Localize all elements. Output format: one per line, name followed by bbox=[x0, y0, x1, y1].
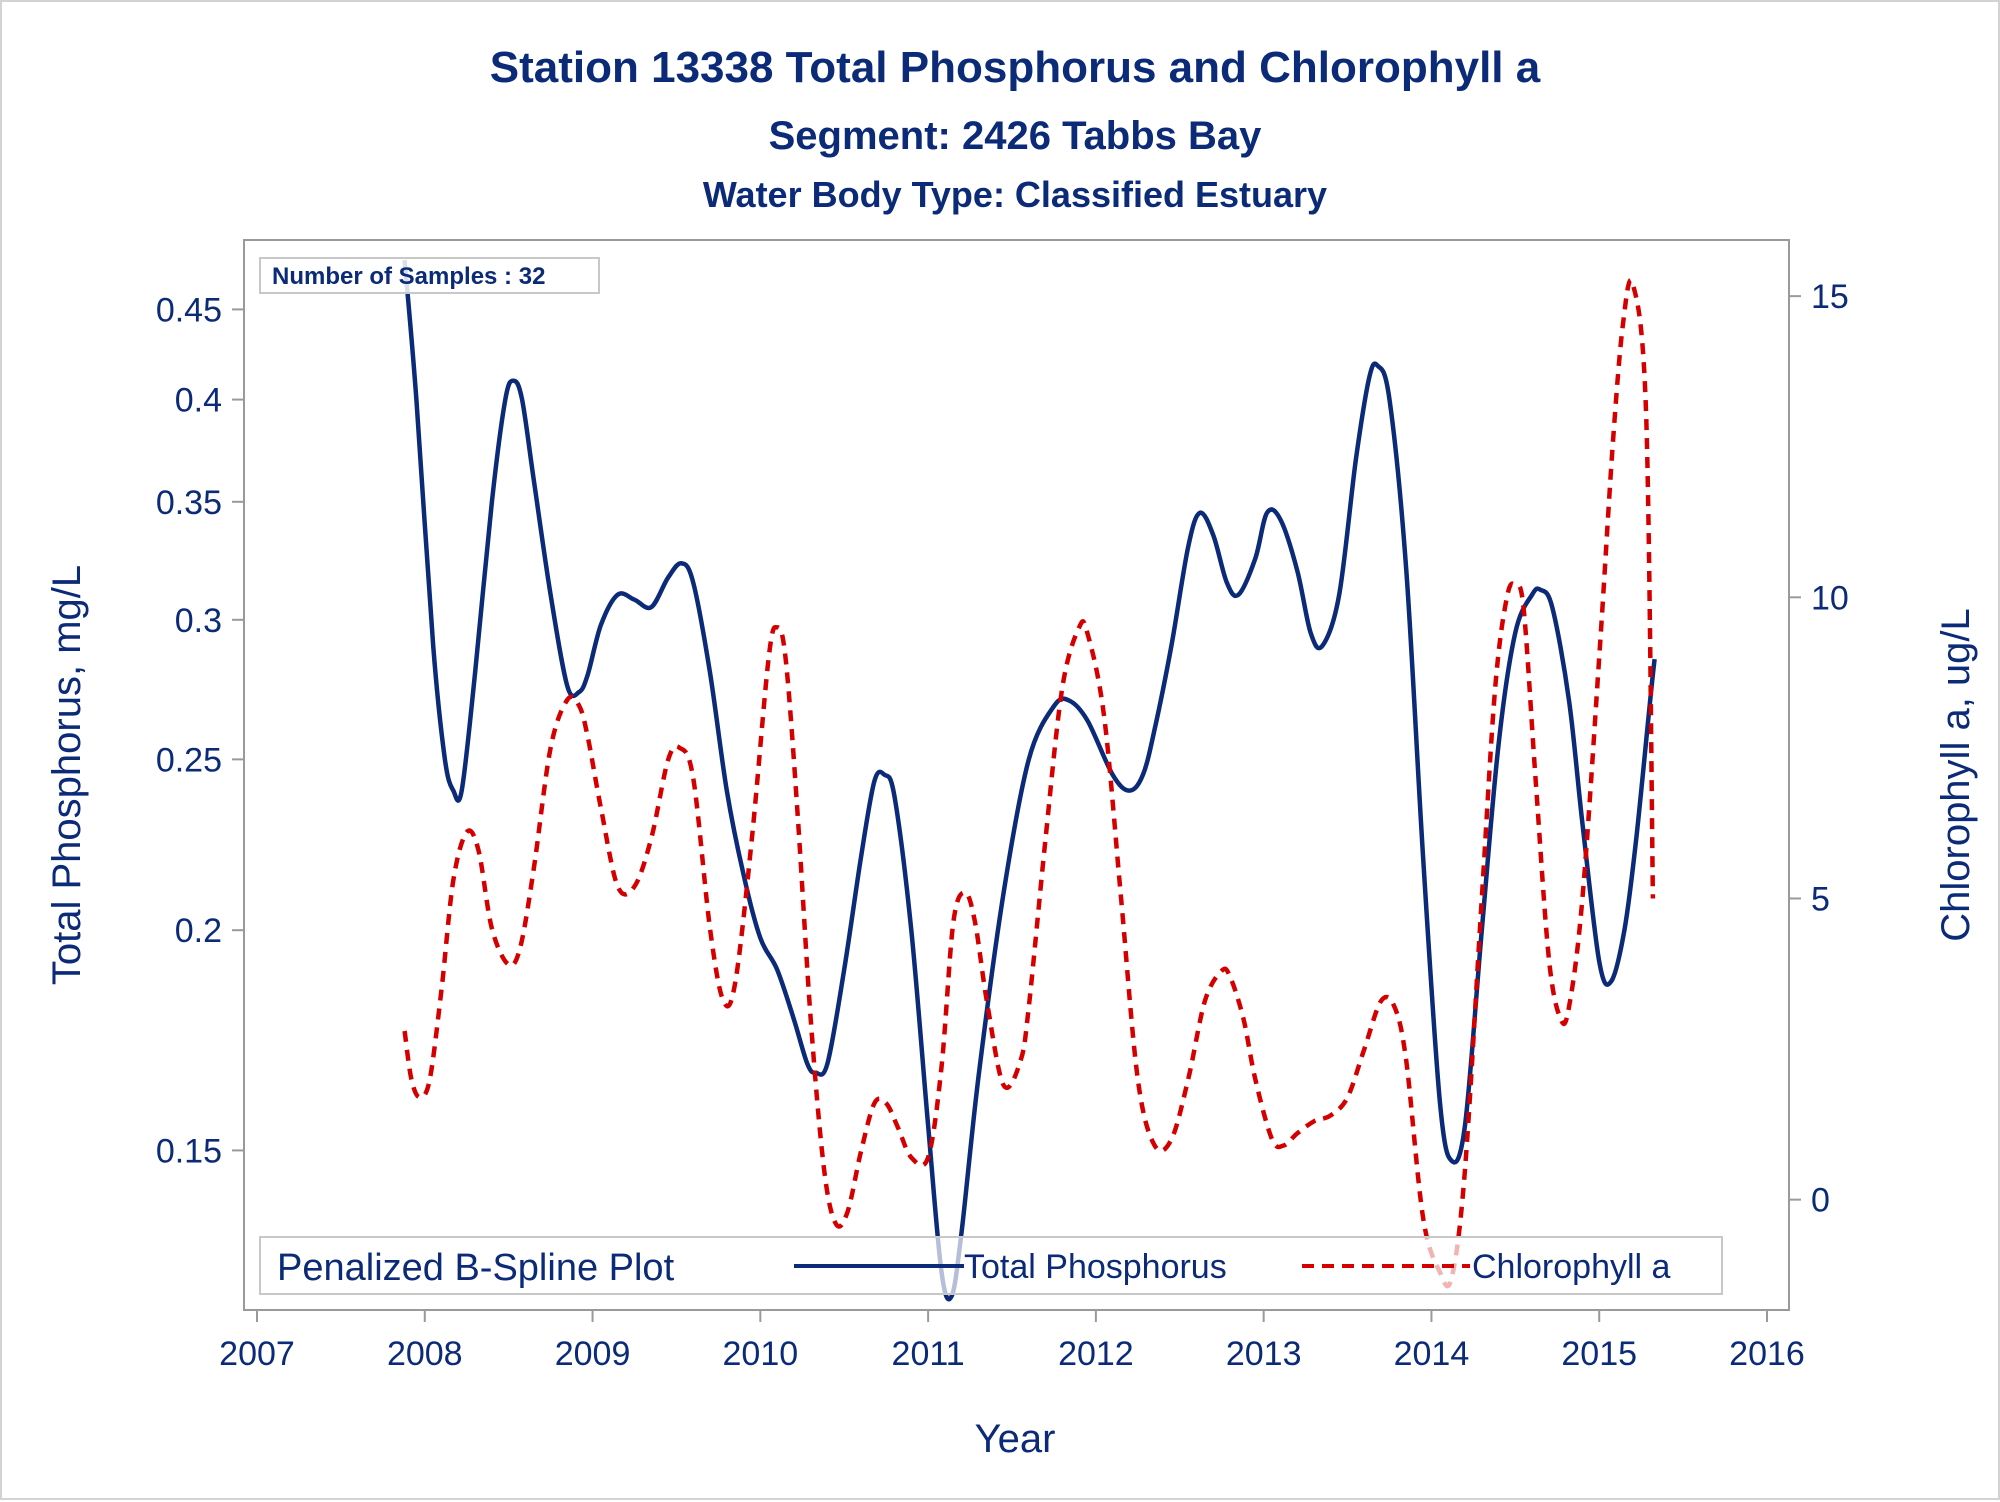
x-tick-label: 2008 bbox=[387, 1335, 463, 1373]
legend: Penalized B-Spline Plot Total Phosphorus… bbox=[259, 1236, 1723, 1295]
y-axis-right-label: Chlorophyll a, ug/L bbox=[1934, 608, 1978, 942]
y-left-tick-label: 0.15 bbox=[156, 1132, 222, 1170]
x-tick-label: 2009 bbox=[555, 1335, 631, 1373]
y-right-tick-label: 0 bbox=[1811, 1182, 1830, 1220]
series-line-chlorophyll-a bbox=[402, 277, 1656, 1289]
x-tick-label: 2011 bbox=[892, 1335, 965, 1373]
y-left-tick-label: 0.4 bbox=[175, 382, 222, 420]
x-tick-label: 2016 bbox=[1729, 1335, 1805, 1373]
y-right-tick-label: 10 bbox=[1811, 579, 1849, 617]
x-tick-label: 2010 bbox=[723, 1335, 799, 1373]
legend-box bbox=[259, 1236, 1723, 1295]
y-left-tick-label: 0.25 bbox=[156, 741, 222, 779]
y-axis-right: 0 5 10 15 bbox=[1789, 278, 1849, 1220]
legend-entry-chlorophyll-a: Chlorophyll a bbox=[1472, 1248, 1671, 1286]
sample-count-box bbox=[259, 257, 600, 294]
y-left-tick-label: 0.35 bbox=[156, 484, 222, 522]
y-right-tick-label: 5 bbox=[1811, 880, 1830, 918]
x-tick-label: 2014 bbox=[1394, 1335, 1470, 1373]
legend-entry-total-phosphorus: Total Phosphorus bbox=[964, 1248, 1227, 1286]
chart-subtitle: Segment: 2426 Tabbs Bay bbox=[769, 114, 1263, 158]
x-tick-label: 2013 bbox=[1226, 1335, 1302, 1373]
y-axis-left: 0.15 0.2 0.25 0.3 0.35 0.4 0.45 bbox=[156, 291, 244, 1170]
legend-title: Penalized B-Spline Plot bbox=[277, 1247, 675, 1289]
y-left-tick-label: 0.2 bbox=[175, 912, 222, 950]
x-tick-label: 2007 bbox=[219, 1335, 295, 1373]
x-axis: 2007 2008 2009 2010 2011 2012 2013 2014 2015 2016 bbox=[219, 1310, 1805, 1373]
x-tick-label: 2012 bbox=[1058, 1335, 1134, 1373]
series-layer bbox=[402, 259, 1657, 1302]
x-axis-label: Year bbox=[975, 1417, 1056, 1461]
chart-subtitle-2: Water Body Type: Classified Estuary bbox=[703, 174, 1327, 215]
series-line-total-phosphorus bbox=[402, 259, 1657, 1302]
y-left-tick-label: 0.45 bbox=[156, 291, 222, 329]
y-axis-left-label: Total Phosphorus, mg/L bbox=[45, 565, 89, 985]
plot-area bbox=[243, 239, 1790, 1311]
sample-count-annotation: Number of Samples : 32 bbox=[272, 263, 545, 290]
x-tick-label: 2015 bbox=[1561, 1335, 1637, 1373]
y-left-tick-label: 0.3 bbox=[175, 602, 222, 640]
y-right-tick-label: 15 bbox=[1811, 278, 1849, 316]
chart-title: Station 13338 Total Phosphorus and Chlor… bbox=[490, 43, 1541, 92]
